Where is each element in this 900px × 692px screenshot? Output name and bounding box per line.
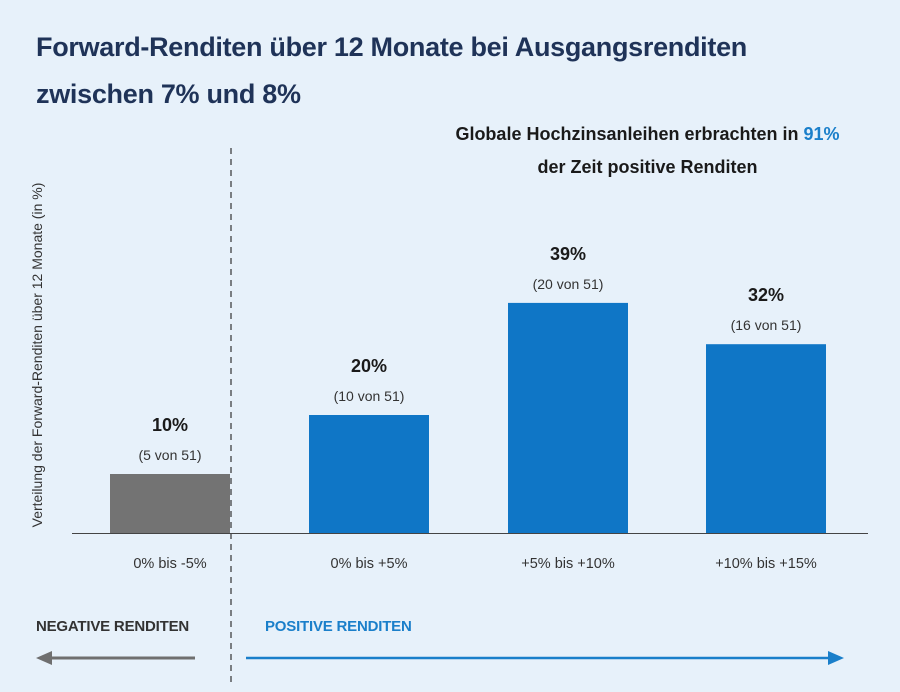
value-label-4: 32% (748, 285, 784, 305)
chart-title-line1: Forward-Renditen über 12 Monate bei Ausg… (36, 32, 747, 62)
x-tick-label-2: 0% bis +5% (331, 556, 408, 572)
count-label-1: (5 von 51) (138, 447, 201, 463)
negative-arrowhead (36, 651, 52, 665)
count-label-4: (16 von 51) (731, 317, 802, 333)
x-tick-label-3: +5% bis +10% (521, 556, 615, 572)
positive-section-label: POSITIVE RENDITEN (265, 618, 412, 635)
callout-line1-text: Globale Hochzinsanleihen erbrachten in (455, 124, 804, 144)
chart-title-line2: zwischen 7% und 8% (36, 79, 301, 109)
count-label-3: (20 von 51) (533, 276, 604, 292)
bar-2 (309, 415, 429, 533)
chart-title: Forward-Renditen über 12 Monate bei Ausg… (36, 24, 866, 118)
callout-line2: der Zeit positive Renditen (537, 157, 758, 177)
positive-arrowhead (828, 651, 844, 665)
negative-section-label: NEGATIVE RENDITEN (36, 618, 190, 635)
bar-4 (706, 344, 826, 533)
callout-text: Globale Hochzinsanleihen erbrachten in 9… (420, 118, 875, 184)
value-label-2: 20% (351, 356, 387, 376)
value-label-1: 10% (152, 415, 188, 435)
callout-line1: Globale Hochzinsanleihen erbrachten in 9… (420, 118, 875, 151)
value-label-3: 39% (550, 244, 586, 264)
bar-3 (508, 302, 628, 533)
count-label-2: (10 von 51) (334, 388, 405, 404)
callout-highlight: 91% (803, 124, 840, 144)
x-tick-label-1: 0% bis -5% (133, 556, 206, 572)
bar-1 (110, 474, 230, 533)
x-tick-label-4: +10% bis +15% (715, 556, 817, 572)
